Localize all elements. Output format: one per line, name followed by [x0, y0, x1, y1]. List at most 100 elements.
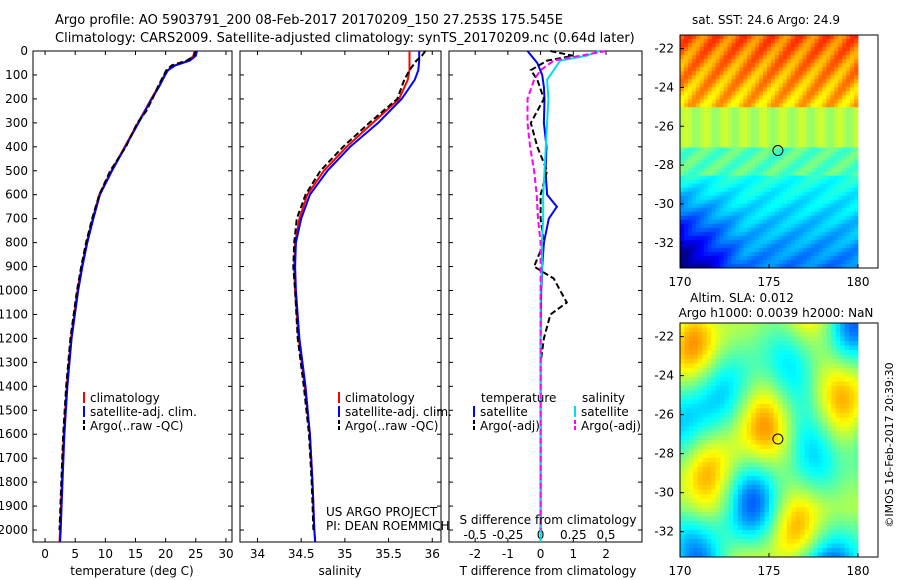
heatmap-cell — [834, 207, 839, 213]
heatmap-cell — [830, 207, 835, 213]
heatmap-cell — [844, 417, 850, 423]
heatmap-cell — [774, 175, 780, 181]
heatmap-cell — [703, 135, 709, 140]
heatmap-cell — [695, 47, 701, 52]
heatmap-cell — [814, 207, 819, 213]
heatmap-cell — [769, 404, 774, 409]
heatmap-cell — [782, 323, 788, 328]
heatmap-cell — [804, 395, 810, 400]
heatmap-cell — [751, 449, 757, 454]
heatmap-cell — [769, 512, 774, 517]
heatmap-cell — [822, 435, 828, 441]
heatmap-cell — [786, 516, 792, 522]
heatmap-cell — [831, 521, 837, 526]
heatmap-cell — [723, 127, 728, 132]
heatmap-cell — [751, 422, 757, 427]
heatmap-cell — [680, 413, 685, 418]
heatmap-cell — [794, 191, 800, 197]
heatmap-cell — [693, 354, 699, 360]
heatmap-cell — [822, 449, 828, 454]
heatmap-cell — [782, 255, 788, 261]
heatmap-cell — [731, 159, 736, 164]
heatmap-cell — [822, 516, 828, 522]
heatmap-cell — [697, 327, 703, 333]
heatmap-cell — [838, 83, 843, 88]
heatmap-cell — [697, 386, 703, 391]
heatmap-cell — [838, 163, 843, 168]
heatmap-cell — [746, 386, 752, 391]
heatmap-cell — [782, 235, 788, 241]
heatmap-cell — [755, 485, 761, 490]
heatmap-cell — [822, 507, 828, 513]
heatmap-cell — [842, 239, 847, 245]
heatmap-cell — [826, 323, 832, 328]
heatmap-cell — [818, 63, 823, 68]
heatmap-cell — [853, 404, 859, 409]
heatmap-cell — [724, 489, 730, 495]
heatmap-cell — [735, 51, 740, 56]
heatmap-cell — [835, 336, 841, 342]
heatmap-cell — [834, 123, 839, 128]
heatmap-cell — [854, 203, 859, 209]
heatmap-cell — [822, 390, 828, 396]
heatmap-cell — [733, 552, 739, 558]
heatmap-cell — [818, 127, 823, 132]
heatmap-cell — [804, 359, 810, 364]
heatmap-cell — [814, 99, 819, 104]
heatmap-cell — [790, 131, 796, 136]
heatmap-cell — [786, 471, 792, 477]
heatmap-cell — [699, 223, 705, 229]
heatmap-cell — [809, 381, 814, 387]
heatmap-cell — [755, 359, 761, 364]
heatmap-cell — [706, 485, 712, 490]
heatmap-cell — [795, 431, 801, 436]
heatmap-cell — [838, 247, 843, 253]
heatmap-cell — [798, 99, 804, 104]
heatmap-cell — [826, 63, 831, 68]
heatmap-cell — [755, 207, 760, 213]
heatmap-cell — [680, 363, 685, 369]
heatmap-cell — [849, 539, 854, 544]
heatmap-cell — [742, 435, 748, 441]
heatmap-cell — [695, 155, 701, 160]
heatmap-cell — [790, 259, 796, 265]
heatmap-cell — [844, 341, 850, 346]
heatmap-cell — [702, 543, 708, 549]
heatmap-cell — [809, 530, 814, 535]
heatmap-cell — [822, 119, 827, 124]
heatmap-cell — [733, 368, 739, 373]
heatmap-cell — [728, 462, 734, 468]
heatmap-cell — [800, 327, 805, 333]
heatmap-cell — [747, 227, 752, 233]
heatmap-cell — [731, 167, 736, 172]
heatmap-cell — [770, 99, 776, 104]
heatmap-cell — [683, 187, 689, 193]
heatmap-cell — [711, 203, 716, 209]
heatmap-cell — [809, 354, 814, 360]
heatmap-cell — [853, 381, 859, 387]
heatmap-cell — [802, 79, 807, 84]
heatmap-cell — [849, 525, 854, 531]
heatmap-cell — [838, 39, 843, 44]
heatmap-cell — [777, 386, 783, 391]
heatmap-cell — [791, 417, 797, 423]
heatmap-cell — [727, 215, 732, 221]
heatmap-cell — [737, 399, 743, 405]
heatmap-cell — [763, 47, 768, 52]
heatmap-cell — [727, 39, 732, 44]
heatmap-cell — [770, 255, 776, 261]
heatmap-cell — [720, 399, 725, 405]
heatmap-cell — [707, 79, 713, 84]
heatmap-cell — [688, 327, 694, 333]
heatmap-cell — [720, 453, 725, 459]
heatmap-cell — [773, 543, 779, 549]
heatmap-cell — [794, 131, 800, 136]
heatmap-cell — [763, 183, 768, 189]
heatmap-cell — [751, 345, 757, 351]
heatmap-cell — [786, 199, 792, 205]
heatmap-cell — [759, 203, 764, 209]
heatmap-cell — [849, 390, 854, 396]
heatmap-cell — [684, 503, 690, 508]
heatmap-cell — [743, 147, 748, 152]
heatmap-cell — [849, 449, 854, 454]
